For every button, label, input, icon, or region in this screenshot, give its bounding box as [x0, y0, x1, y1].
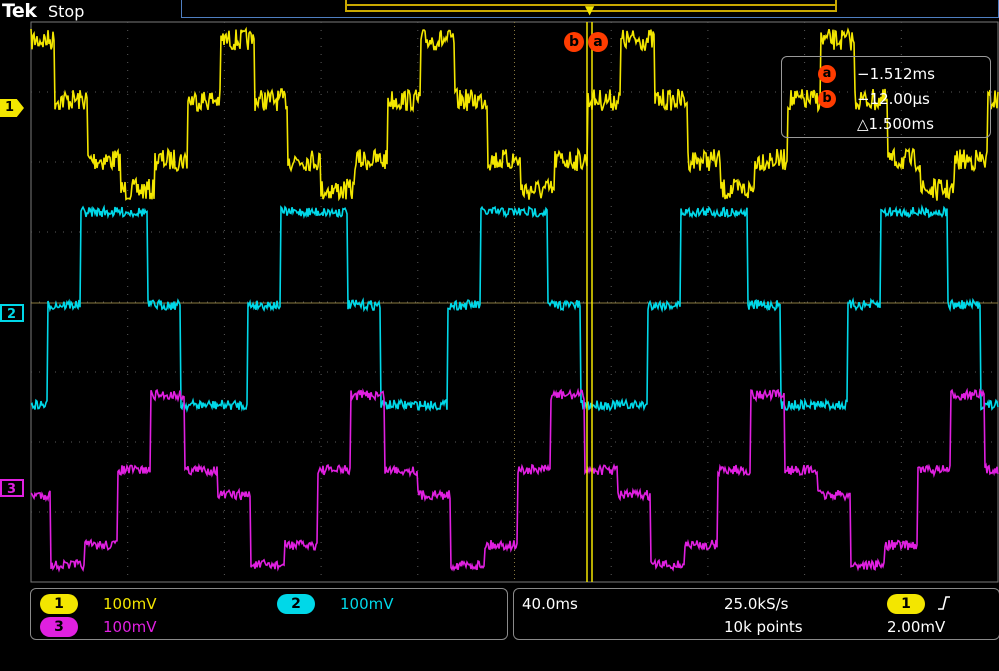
sample-rate-value: 25.0kS/s: [724, 595, 789, 613]
cursor-a-value: −1.512ms: [857, 65, 935, 83]
ch3-badge[interactable]: 3: [40, 617, 78, 637]
ch3-trace-path: [30, 387, 999, 573]
ch2-ground-marker[interactable]: 2: [0, 304, 24, 322]
ch1-badge[interactable]: 1: [40, 594, 78, 614]
acquisition-status[interactable]: Stop: [48, 2, 85, 21]
ch2-waveform: [30, 204, 999, 413]
cursor-b-badge: b: [818, 90, 836, 108]
ch3-scale[interactable]: 100mV: [103, 618, 157, 636]
cursor-b-value: −12.00µs: [857, 90, 930, 108]
graticule: [30, 21, 999, 583]
ch1-trace-path: [30, 26, 999, 202]
trigger-level-value[interactable]: 2.00mV: [887, 618, 946, 636]
bottom-readout-bar: 1 100mV 2 100mV 3 100mV 40.0ms 25.0kS/s …: [30, 588, 999, 640]
cursor-a-row: a −1.512ms: [782, 63, 990, 85]
record-length-value: 10k points: [724, 618, 803, 636]
top-status-bar: Tek Stop ▼: [0, 0, 999, 22]
trigger-position-icon[interactable]: ▼: [585, 3, 595, 17]
cursor-b-row: b −12.00µs: [782, 88, 990, 110]
ch2-scale[interactable]: 100mV: [340, 595, 394, 613]
ch1-ground-marker[interactable]: 1: [0, 99, 24, 117]
brand-logo: Tek: [2, 0, 37, 22]
cursor-a-badge: a: [818, 65, 836, 83]
ch2-trace-path: [30, 204, 999, 413]
cursor-delta-row: △1.500ms: [782, 113, 990, 135]
ch2-badge[interactable]: 2: [277, 594, 315, 614]
cursor-b-handle[interactable]: b: [564, 32, 584, 52]
cursor-delta-value: △1.500ms: [857, 115, 934, 133]
cursor-a-handle[interactable]: a: [588, 32, 608, 52]
vertical-settings-panel[interactable]: 1 100mV 2 100mV 3 100mV: [30, 588, 508, 640]
record-view-window[interactable]: [345, 0, 837, 12]
trigger-source-badge[interactable]: 1: [887, 594, 925, 614]
timebase-value[interactable]: 40.0ms: [522, 595, 578, 613]
horizontal-trigger-panel[interactable]: 40.0ms 25.0kS/s 10k points 1 2.00mV: [513, 588, 999, 640]
rising-edge-icon[interactable]: [937, 595, 951, 611]
ch3-waveform: [30, 387, 999, 573]
ch1-scale[interactable]: 100mV: [103, 595, 157, 613]
record-view-line: [347, 4, 835, 6]
ch3-ground-marker[interactable]: 3: [0, 479, 24, 497]
ch1-waveform: [30, 26, 999, 202]
cursor-readout-panel: a −1.512ms b −12.00µs △1.500ms: [781, 56, 991, 138]
